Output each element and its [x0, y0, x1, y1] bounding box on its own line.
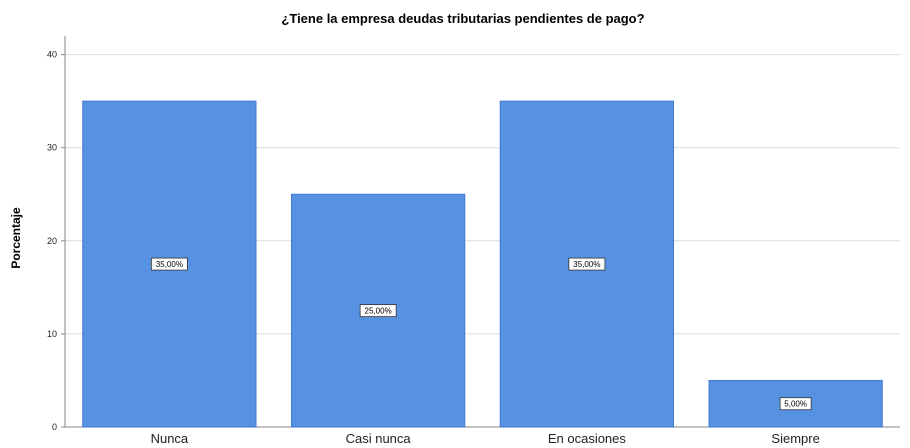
data-label-box [359, 304, 397, 318]
x-tick-label: Siempre [771, 431, 819, 446]
x-tick-label: Nunca [151, 431, 189, 446]
y-tick-label: 0 [52, 422, 57, 432]
chart-title: ¿Tiene la empresa deudas tributarias pen… [281, 11, 644, 26]
y-tick-label: 10 [47, 329, 57, 339]
tick-labels: 0 10 20 30 40 Nunca Casi nunca En ocasiones Siem… [47, 50, 820, 446]
bars [82, 100, 883, 428]
y-tick-label: 20 [47, 236, 57, 246]
data-label: 35,00% [573, 260, 600, 269]
data-labels: 35,00% 25,00% 35,00% 5,00% [150, 257, 812, 411]
x-tick-label: En ocasiones [548, 431, 627, 446]
y-tick-label: 40 [47, 50, 57, 60]
data-label-box [150, 257, 188, 271]
x-tick-label: Casi nunca [346, 431, 412, 446]
data-label-box [779, 397, 812, 411]
y-tick-label: 30 [47, 143, 57, 153]
data-label: 5,00% [784, 400, 807, 409]
y-axis-label: Porcentaje [9, 207, 23, 269]
data-label: 25,00% [365, 307, 392, 316]
data-label: 35,00% [156, 260, 183, 269]
data-label-box [568, 257, 606, 271]
